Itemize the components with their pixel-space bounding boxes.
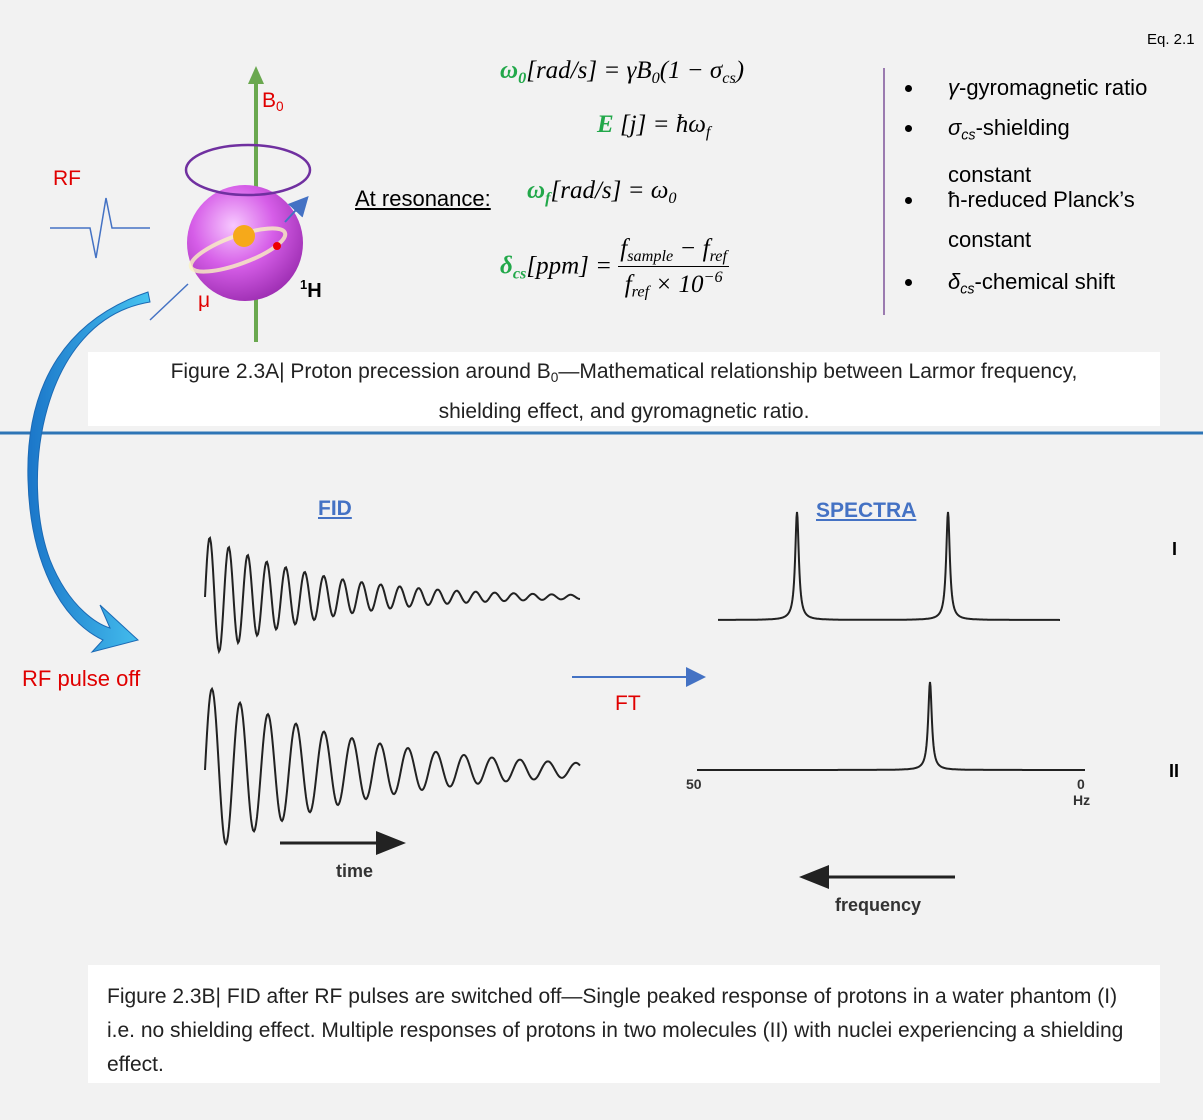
moment-arrow (284, 196, 309, 223)
label-part: 0 (276, 99, 284, 115)
eq-part: E (597, 111, 614, 138)
eq-part: ) (735, 57, 745, 84)
eq-part: δ (500, 252, 513, 280)
bullet-text: -chemical shift (974, 269, 1116, 294)
eq-part: − f (673, 235, 710, 262)
axis-label: Hz (1073, 792, 1091, 808)
curved-arrow (27, 291, 151, 653)
equation: ω0[rad/s] = γB0(1 − σcs) (500, 58, 744, 86)
eq-part: [j] = ħω (613, 111, 706, 138)
caption-a: Figure 2.3A| Proton precession around B0… (88, 355, 1160, 429)
eq-part: ω (500, 57, 519, 84)
electron (273, 242, 281, 250)
caption-part: —Mathematical relationship between Larmo… (438, 360, 1078, 424)
resonance-label: At resonance: (355, 186, 491, 211)
h-label: 1H (300, 278, 322, 301)
bullet: σcs-shielding constant (905, 108, 1128, 195)
eq-part: 0 (668, 188, 677, 207)
equation: δcs[ppm] = fsample − fref fref × 10−6 (500, 235, 730, 301)
ft-label: FT (615, 692, 641, 715)
frequency-label: frequency (835, 895, 922, 915)
fid-title: FID (318, 497, 352, 520)
caption-part: Figure 2.3A| Proton precession around B (170, 360, 551, 383)
eq-part: ref (709, 246, 728, 265)
eq-part: ω (527, 177, 546, 204)
label-part: 1 (300, 277, 308, 292)
moment-line (149, 283, 189, 321)
symbol: cs (961, 127, 976, 144)
eq-part: 0 (518, 68, 527, 87)
eq-label: Eq. 2.1 (1147, 31, 1195, 48)
bullet-text: ħ-reduced Planck’s constant (948, 187, 1135, 252)
rf-label: RF (53, 167, 81, 190)
bullet: ħ-reduced Planck’s constant (905, 180, 1168, 260)
eq-part: [ppm] = (526, 252, 619, 280)
caption-part: 0 (550, 370, 559, 386)
b0-label: B0 (262, 90, 284, 114)
symbol: γ (948, 75, 959, 100)
bullet-text: -shielding constant (948, 115, 1070, 188)
equation: E [j] = ħωf (597, 112, 710, 140)
b0-arrowhead (248, 66, 264, 84)
fid-signal (204, 535, 581, 655)
spectrum (718, 511, 1060, 621)
mu-label: μ (198, 289, 211, 312)
spectrum (697, 681, 1085, 771)
axis-label: 0 (1077, 776, 1085, 792)
caption-b: Figure 2.3B| FID after RF pulses are swi… (107, 980, 1147, 1082)
bullet: δcs-chemical shift (905, 262, 1203, 309)
rf-pulse (50, 197, 150, 259)
label-part: H (307, 279, 322, 302)
symbol: σ (948, 115, 962, 140)
signals (204, 511, 1085, 846)
rf-pulse-off: RF pulse off (22, 666, 141, 691)
eq-part: f (620, 235, 628, 262)
eq-part: (1 − σ (659, 57, 723, 84)
eq-part: −6 (703, 268, 723, 287)
spectra-title: SPECTRA (816, 499, 917, 522)
nucleus (233, 225, 255, 247)
eq-part: f (624, 270, 632, 298)
equation: ωf[rad/s] = ω0 (527, 178, 677, 206)
eq-part: [rad/s] = γB (526, 57, 652, 84)
eq-part: ref (631, 282, 650, 301)
precession-orbit (184, 143, 312, 197)
eq-part: sample (627, 246, 674, 265)
eq-part: × 10 (649, 270, 704, 298)
eq-part: f (705, 122, 711, 141)
time-label: time (336, 861, 374, 881)
eq-part: cs (722, 68, 736, 87)
row-label: I (1172, 539, 1178, 559)
fid-signal (204, 686, 581, 846)
bullet: γ-gyromagnetic ratio (905, 68, 1203, 108)
bullet-text: -gyromagnetic ratio (959, 75, 1148, 100)
label-part: B (262, 89, 277, 112)
caption-a-box (88, 352, 1160, 426)
eq-part: [rad/s] = ω (550, 177, 669, 204)
eq-part: f (545, 188, 551, 207)
row-label: II (1169, 761, 1180, 781)
symbol: cs (960, 281, 975, 298)
axis-label: 50 (686, 776, 702, 792)
eq-part: 0 (651, 68, 660, 87)
symbol: δ (948, 269, 961, 294)
eq-part: cs (512, 264, 527, 283)
